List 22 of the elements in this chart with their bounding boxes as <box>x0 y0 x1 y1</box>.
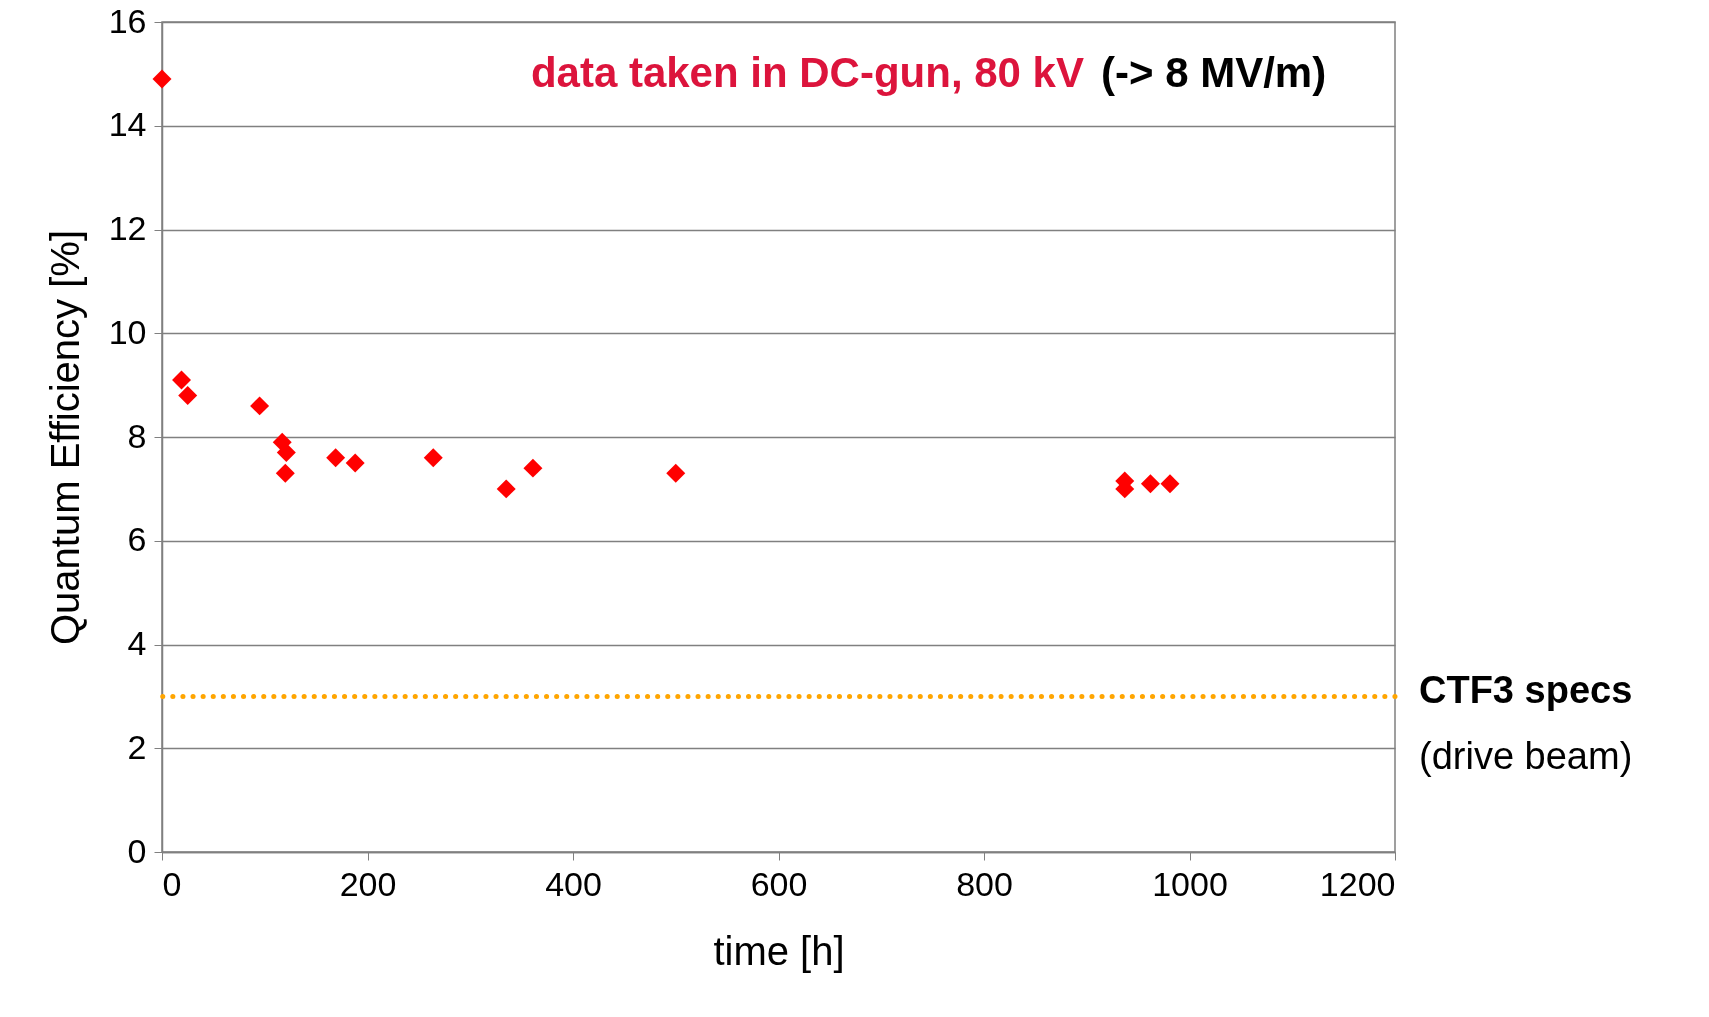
x-tick-label: 200 <box>339 864 397 903</box>
text: (drive beam) <box>1419 735 1633 778</box>
annotation: data taken in DC-gun, 80 kV <box>530 49 1084 96</box>
x-tick-label: 0 <box>162 864 182 903</box>
x-tick-label: 1000 <box>1152 864 1228 903</box>
y-tick-label: 14 <box>108 105 147 144</box>
y-tick-label: 12 <box>108 209 147 247</box>
y-tick-label: 16 <box>108 1 147 40</box>
y-tick-label: 2 <box>127 727 147 766</box>
x-tick-label: 800 <box>956 864 1013 903</box>
annotation: (-> 8 MV/m) <box>1101 49 1327 96</box>
y-axis-title: Quantum Efficiency [%] <box>42 230 87 645</box>
y-tick-label: 10 <box>108 312 147 351</box>
x-tick-label: 600 <box>750 864 808 903</box>
x-axis-title: time [h] <box>713 928 845 973</box>
y-tick-label: 8 <box>127 416 147 455</box>
x-tick-label: 400 <box>545 864 602 903</box>
y-tick-label: 6 <box>127 520 147 559</box>
ref-line-label: CTF3 specs <box>1419 669 1633 712</box>
y-tick-label: 4 <box>127 624 147 662</box>
y-tick-label: 0 <box>127 831 147 870</box>
x-tick-label: 1200 <box>1319 864 1396 903</box>
